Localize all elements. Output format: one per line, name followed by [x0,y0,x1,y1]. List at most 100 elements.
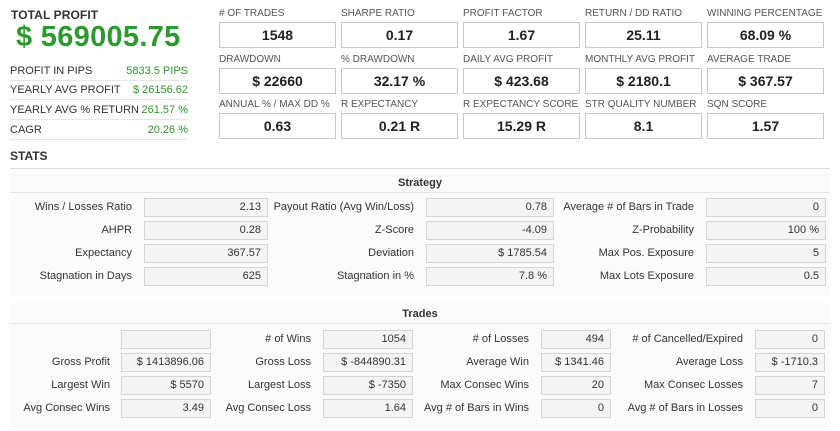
strategy-title: Strategy [397,177,443,189]
trade-label: Max Consec Losses [643,379,743,391]
metric-label: R EXPECTANCY SCORE [463,99,579,110]
stat-label: Z-Score [374,224,414,236]
summary-value: 5833.5 PIPS [126,64,188,77]
metric-card-daily-avg-profit: DAILY AVG PROFIT $ 423.68 [463,54,580,94]
trade-label: Average Win [466,356,529,368]
trade-label: Gross Loss [255,356,311,368]
trade-value: $ -844890.31 [323,353,413,372]
metric-value: 8.1 [585,113,702,139]
stat-label: Max Pos. Exposure [598,247,694,259]
trade-value: 0 [755,399,825,418]
stat-value: 0.28 [144,221,268,240]
metric-value: 0.17 [341,22,458,48]
metric-card-average-trade: AVERAGE TRADE $ 367.57 [707,54,824,94]
summary-row-profit-in-pips: PROFIT IN PIPS 5833.5 PIPS [10,61,188,81]
trade-value-empty [121,330,211,349]
metric-value: 25.11 [585,22,702,48]
stat-value: 2.13 [144,198,268,217]
metric-card-trades: # OF TRADES 1548 [219,8,336,48]
stat-label: Expectancy [75,247,132,259]
trade-label: # of Wins [265,333,311,345]
trade-value: 0 [755,330,825,349]
metric-label: R EXPECTANCY [341,99,419,110]
trade-label: Avg # of Bars in Losses [627,402,743,414]
summary-row-yearly-avg-return: YEARLY AVG % RETURN 261.57 % [10,100,188,120]
strategy-section: Strategy Wins / Losses Ratio 2.13 Payout… [10,172,830,296]
trade-value: $ -1710.3 [755,353,825,372]
metric-label: ANNUAL % / MAX DD % [219,99,330,110]
trade-label: Largest Win [51,379,110,391]
metric-card-monthly-avg-profit: MONTHLY AVG PROFIT $ 2180.1 [585,54,702,94]
stat-value: 7.8 % [426,267,554,286]
metric-card-profit-factor: PROFIT FACTOR 1.67 [463,8,580,48]
trade-value: $ 1341.46 [541,353,611,372]
stat-label: Z-Probability [632,224,694,236]
metric-card-r-expectancy: R EXPECTANCY 0.21 R [341,99,458,139]
stat-value: 625 [144,267,268,286]
trade-label: Largest Loss [248,379,311,391]
stat-value: -4.09 [426,221,554,240]
summary-label: YEARLY AVG PROFIT [10,83,121,96]
metric-value: 1.57 [707,113,824,139]
trade-label: Avg Consec Wins [23,402,110,414]
metric-card-sqn-score: SQN SCORE 1.57 [707,99,824,139]
trade-value: 1054 [323,330,413,349]
metric-value: 1548 [219,22,336,48]
metric-label: WINNING PERCENTAGE [707,8,823,19]
metric-label: PROFIT FACTOR [463,8,543,19]
metric-label: % DRAWDOWN [341,54,415,65]
metric-value: 0.21 R [341,113,458,139]
metric-label: DRAWDOWN [219,54,281,65]
metric-card-drawdown: DRAWDOWN $ 22660 [219,54,336,94]
trade-value: 1.64 [323,399,413,418]
metric-value: 1.67 [463,22,580,48]
summary-row-yearly-avg-profit: YEARLY AVG PROFIT $ 26156.62 [10,80,188,100]
trade-label: Gross Profit [51,356,110,368]
summary-value: 261.57 % [141,103,188,116]
stat-label: Stagnation in Days [39,270,132,282]
trade-value: 0 [541,399,611,418]
stat-value: 100 % [706,221,826,240]
stat-value: 0 [706,198,826,217]
metric-card-str-quality-number: STR QUALITY NUMBER 8.1 [585,99,702,139]
metric-value: 68.09 % [707,22,824,48]
metric-label: MONTHLY AVG PROFIT [585,54,696,65]
trade-label: # of Cancelled/Expired [632,333,743,345]
metric-card-return-dd-ratio: RETURN / DD RATIO 25.11 [585,8,702,48]
summary-row-cagr: CAGR 20.26 % [10,120,188,140]
stat-label: Stagnation in % [336,270,414,282]
divider [10,323,830,324]
metric-value: $ 423.68 [463,68,580,94]
stat-value: 0.78 [426,198,554,217]
metric-value: $ 367.57 [707,68,824,94]
metric-label: SHARPE RATIO [341,8,415,19]
stat-label: AHPR [101,224,132,236]
stat-value: $ 1785.54 [426,244,554,263]
trade-label: Average Loss [675,356,743,368]
metric-label: SQN SCORE [707,99,768,110]
total-profit-label: TOTAL PROFIT [11,8,99,22]
summary-label: YEARLY AVG % RETURN [10,103,139,116]
metric-label: STR QUALITY NUMBER [585,99,697,110]
metric-value: 0.63 [219,113,336,139]
summary-label: PROFIT IN PIPS [10,64,93,77]
trade-label: Avg Consec Loss [225,402,311,414]
trade-value: $ 1413896.06 [121,353,211,372]
metric-value: $ 2180.1 [585,68,702,94]
trade-value: $ -7350 [323,376,413,395]
metric-card-percent-drawdown: % DRAWDOWN 32.17 % [341,54,458,94]
trade-label: # of Losses [472,333,529,345]
trade-value: 3.49 [121,399,211,418]
stat-value: 367.57 [144,244,268,263]
metric-label: DAILY AVG PROFIT [463,54,554,65]
metric-card-winning-percentage: WINNING PERCENTAGE 68.09 % [707,8,824,48]
metric-label: RETURN / DD RATIO [585,8,683,19]
summary-value: $ 26156.62 [132,83,188,96]
stats-heading: STATS [10,149,48,163]
trade-label: Avg # of Bars in Wins [424,402,529,414]
divider [10,192,830,193]
metric-value: $ 22660 [219,68,336,94]
trade-value: $ 5570 [121,376,211,395]
divider [10,168,830,169]
stat-label: Average # of Bars in Trade [563,201,694,213]
